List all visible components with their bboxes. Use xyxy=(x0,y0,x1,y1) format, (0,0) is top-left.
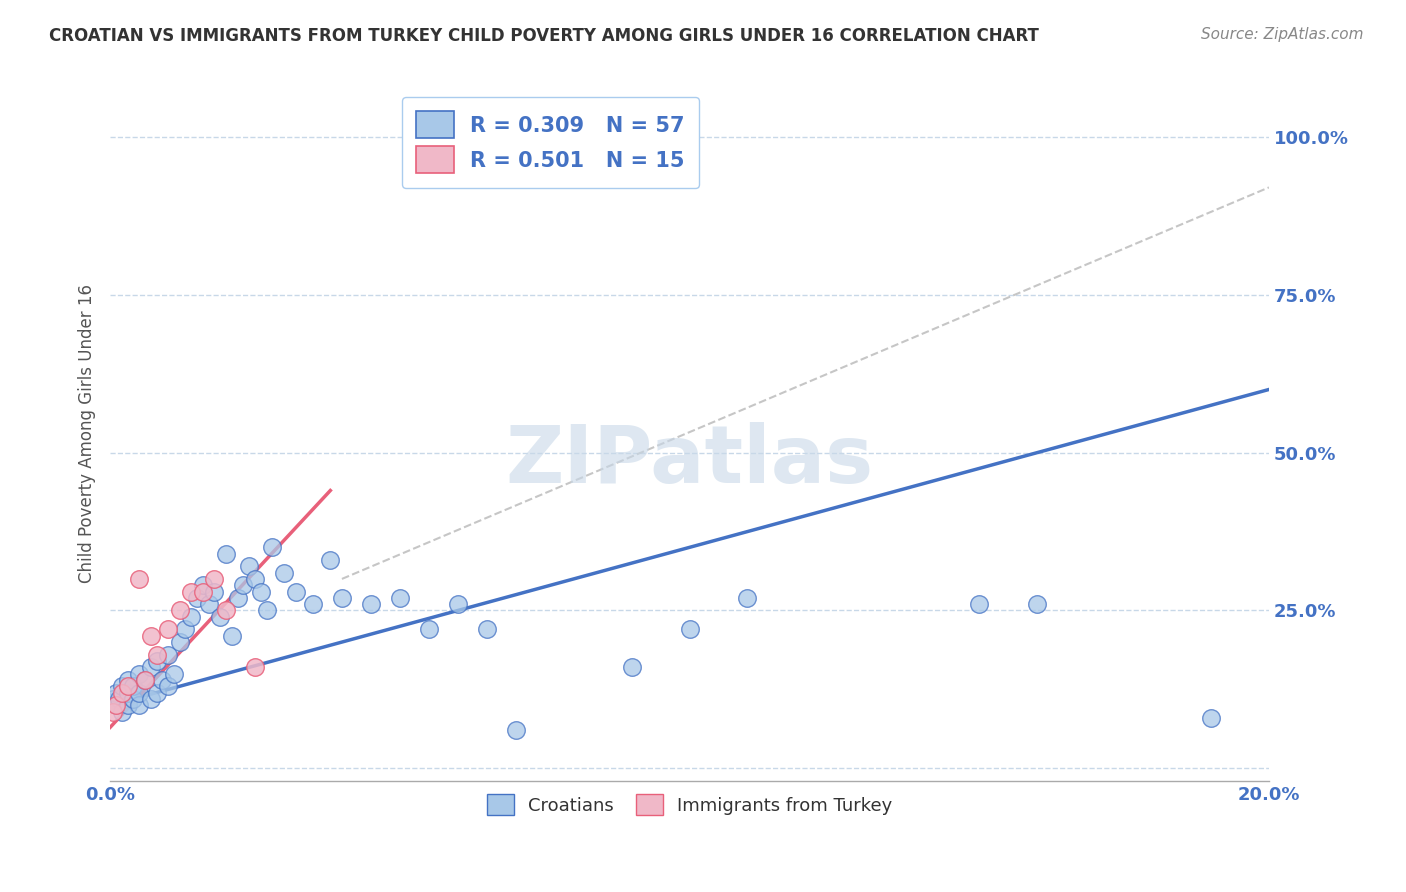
Point xyxy=(209,609,232,624)
Point xyxy=(134,673,156,687)
Point xyxy=(104,685,127,699)
Point xyxy=(360,597,382,611)
Point xyxy=(319,553,342,567)
Point xyxy=(447,597,470,611)
Point xyxy=(104,698,127,713)
Point xyxy=(122,692,145,706)
Point xyxy=(108,692,131,706)
Text: ZIPatlas: ZIPatlas xyxy=(505,423,873,500)
Point xyxy=(150,673,173,687)
Point xyxy=(232,578,254,592)
Point xyxy=(262,541,284,555)
Point xyxy=(128,666,150,681)
Point xyxy=(157,623,180,637)
Point xyxy=(678,623,700,637)
Point xyxy=(169,635,191,649)
Point xyxy=(475,623,498,637)
Text: CROATIAN VS IMMIGRANTS FROM TURKEY CHILD POVERTY AMONG GIRLS UNDER 16 CORRELATIO: CROATIAN VS IMMIGRANTS FROM TURKEY CHILD… xyxy=(49,27,1039,45)
Point xyxy=(330,591,353,605)
Text: Source: ZipAtlas.com: Source: ZipAtlas.com xyxy=(1201,27,1364,42)
Point xyxy=(128,685,150,699)
Point xyxy=(238,559,260,574)
Point xyxy=(174,623,197,637)
Point xyxy=(388,591,411,605)
Point xyxy=(273,566,295,580)
Point xyxy=(101,705,124,719)
Point xyxy=(284,584,307,599)
Point xyxy=(111,685,134,699)
Point xyxy=(418,623,440,637)
Point xyxy=(139,629,162,643)
Point xyxy=(204,584,226,599)
Point xyxy=(215,603,238,617)
Point xyxy=(1199,711,1222,725)
Point xyxy=(221,629,243,643)
Point xyxy=(145,685,167,699)
Point xyxy=(134,673,156,687)
Point xyxy=(128,572,150,586)
Point xyxy=(104,698,127,713)
Point xyxy=(967,597,990,611)
Legend: Croatians, Immigrants from Turkey: Croatians, Immigrants from Turkey xyxy=(478,785,901,824)
Point xyxy=(204,572,226,586)
Point xyxy=(249,584,271,599)
Point xyxy=(180,609,202,624)
Point xyxy=(186,591,208,605)
Point xyxy=(256,603,278,617)
Point xyxy=(505,723,527,738)
Point xyxy=(117,679,139,693)
Point xyxy=(117,685,139,699)
Point xyxy=(139,660,162,674)
Y-axis label: Child Poverty Among Girls Under 16: Child Poverty Among Girls Under 16 xyxy=(79,285,96,583)
Point xyxy=(243,572,266,586)
Point xyxy=(117,698,139,713)
Point xyxy=(191,578,214,592)
Point xyxy=(145,648,167,662)
Point xyxy=(215,547,238,561)
Point xyxy=(226,591,249,605)
Point xyxy=(1026,597,1049,611)
Point xyxy=(163,666,186,681)
Point xyxy=(191,584,214,599)
Point xyxy=(111,679,134,693)
Point xyxy=(157,679,180,693)
Point xyxy=(302,597,325,611)
Point xyxy=(128,698,150,713)
Point xyxy=(620,660,643,674)
Point xyxy=(243,660,266,674)
Point xyxy=(737,591,759,605)
Point xyxy=(117,673,139,687)
Point xyxy=(197,597,219,611)
Point xyxy=(101,692,124,706)
Point xyxy=(180,584,202,599)
Point xyxy=(139,692,162,706)
Point xyxy=(157,648,180,662)
Point xyxy=(145,654,167,668)
Point xyxy=(169,603,191,617)
Point xyxy=(111,705,134,719)
Point xyxy=(122,679,145,693)
